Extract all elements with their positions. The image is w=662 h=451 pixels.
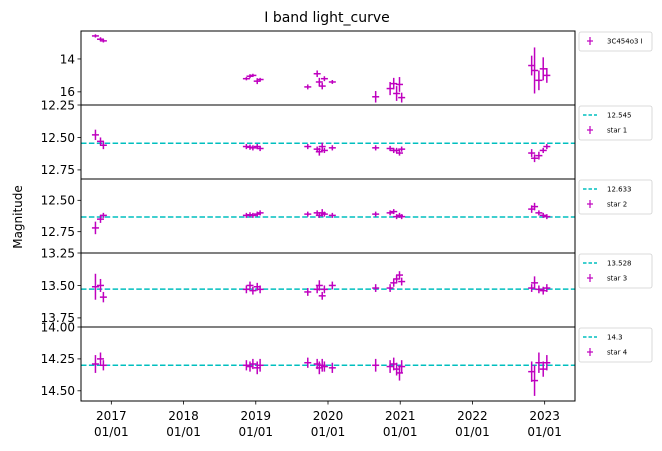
y-axis-label: Magnitude <box>11 185 25 249</box>
y-tick-label: 12.75 <box>41 163 75 177</box>
legend-box <box>578 179 653 215</box>
x-tick-label: 2021 <box>385 409 416 423</box>
legend-ref-label: 14.3 <box>607 334 623 342</box>
x-tick-label: 2020 <box>313 409 344 423</box>
x-tick-label: 2023 <box>529 409 560 423</box>
x-tick-label: 2019 <box>241 409 272 423</box>
y-tick-label: 14.25 <box>41 352 75 366</box>
panel-frame <box>80 104 576 180</box>
legend-ref-label: 13.528 <box>607 260 632 268</box>
y-tick-label: 16 <box>60 85 75 99</box>
y-tick-label: 14 <box>60 52 75 66</box>
x-tick-label: 01/01 <box>455 425 490 439</box>
y-tick-label: 12.75 <box>41 225 75 239</box>
panel-frame <box>80 326 576 402</box>
x-tick-label: 01/01 <box>94 425 129 439</box>
legend-series-label: 3C454o3 I <box>607 38 643 46</box>
y-tick-label: 13.75 <box>41 311 75 325</box>
legend-box <box>578 253 653 289</box>
panel-frame <box>80 252 576 328</box>
panel-frame <box>80 30 576 106</box>
x-tick-label: 01/01 <box>166 425 201 439</box>
x-tick-label: 01/01 <box>527 425 562 439</box>
chart-title: I band light_curve <box>264 10 390 26</box>
y-tick-label: 13.25 <box>41 246 75 260</box>
legend-box <box>578 105 653 141</box>
panel-frame <box>80 178 576 254</box>
y-tick-label: 14.50 <box>41 384 75 398</box>
legend-series-label: star 4 <box>607 349 628 357</box>
legend-ref-label: 12.545 <box>607 112 632 120</box>
y-tick-label: 12.50 <box>41 194 75 208</box>
y-tick-label: 13.50 <box>41 279 75 293</box>
y-tick-label: 12.50 <box>41 131 75 145</box>
legend-series-label: star 1 <box>607 127 627 135</box>
x-tick-label: 2018 <box>168 409 199 423</box>
legend-series-label: star 2 <box>607 201 627 209</box>
y-tick-label: 12.25 <box>41 98 75 112</box>
legend-series-label: star 3 <box>607 275 627 283</box>
legend-box <box>578 327 653 363</box>
legend-ref-label: 12.633 <box>607 186 632 194</box>
x-tick-label: 2017 <box>96 409 127 423</box>
x-tick-label: 01/01 <box>311 425 346 439</box>
legend-box <box>578 31 653 52</box>
y-tick-label: 14.00 <box>41 320 75 334</box>
x-tick-label: 2022 <box>457 409 488 423</box>
x-tick-label: 01/01 <box>238 425 273 439</box>
x-tick-label: 01/01 <box>383 425 418 439</box>
